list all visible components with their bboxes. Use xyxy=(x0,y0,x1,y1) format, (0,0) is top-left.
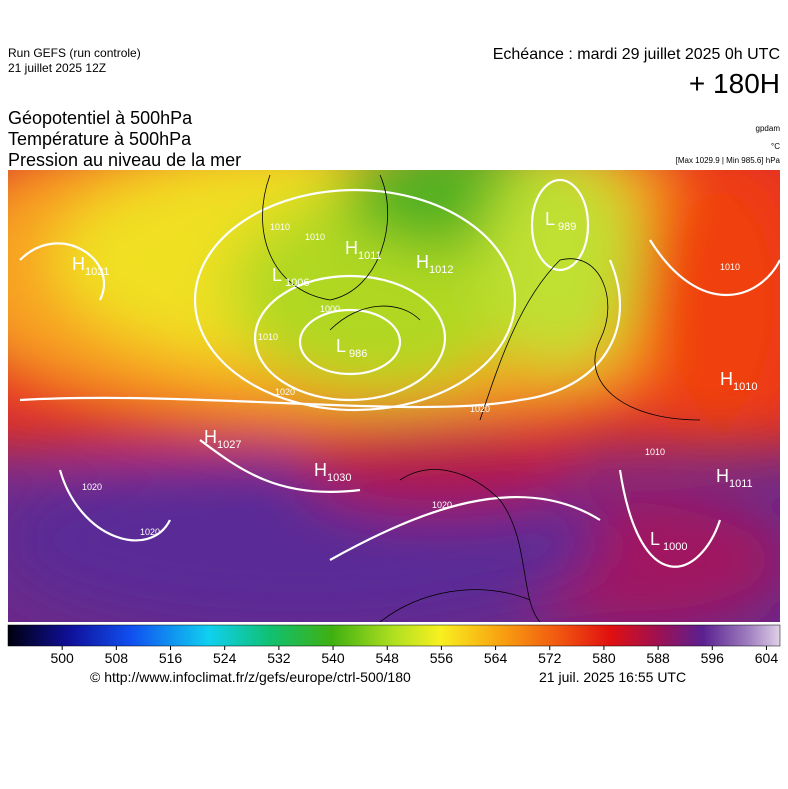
center-value: 1010 xyxy=(733,381,757,393)
colorbar-tick-label: 596 xyxy=(701,650,725,666)
center-letter: H xyxy=(345,238,358,258)
center-letter: H xyxy=(204,427,217,447)
isobar-label: 1010 xyxy=(258,332,278,342)
center-letter: H xyxy=(72,254,85,274)
colorbar-tick-label: 508 xyxy=(105,650,129,666)
colorbar-tick-label: 556 xyxy=(430,650,454,666)
unit: °C xyxy=(771,142,780,151)
center-letter: L xyxy=(545,209,555,229)
echeance: Echéance : mardi 29 juillet 2025 0h UTC xyxy=(492,46,780,63)
colorbar-tick-label: 588 xyxy=(646,650,670,666)
center-letter: L xyxy=(650,529,660,549)
unit: gpdam xyxy=(755,124,780,133)
isobar-label: 1000 xyxy=(320,304,340,314)
colorbar-tick-label: 548 xyxy=(376,650,400,666)
run-name: Run GEFS (run controle) xyxy=(8,46,141,60)
center-letter: H xyxy=(416,252,429,272)
source: © http://www.infoclimat.fr/z/gefs/europe… xyxy=(90,669,411,685)
colorbar-tick-label: 572 xyxy=(538,650,562,666)
field xyxy=(8,170,780,622)
colorbar-tick-label: 532 xyxy=(267,650,291,666)
center-value: 1006 xyxy=(285,277,309,289)
colorbar-tick-label: 516 xyxy=(159,650,183,666)
center-letter: H xyxy=(314,460,327,480)
title: Pression au niveau de la mer xyxy=(8,150,242,170)
center-value: 1012 xyxy=(429,264,453,276)
isobar-label: 1010 xyxy=(645,447,665,457)
center-value: 989 xyxy=(558,221,576,233)
colorbar-tick-label: 580 xyxy=(592,650,616,666)
center-value: 1000 xyxy=(663,541,687,553)
title: Température à 500hPa xyxy=(8,129,192,149)
center-value: 1021 xyxy=(85,266,109,278)
center-value: 1011 xyxy=(358,250,382,262)
center-letter: L xyxy=(336,336,346,356)
colorbar-tick-label: 524 xyxy=(213,650,237,666)
center-letter: L xyxy=(272,265,282,285)
colorbar-tick-label: 604 xyxy=(755,650,779,666)
isobar-label: 1020 xyxy=(470,404,490,414)
isobar-label: 1010 xyxy=(270,222,290,232)
center-value: 1011 xyxy=(729,478,753,490)
isobar-label: 1020 xyxy=(275,387,295,397)
colorbar xyxy=(7,624,781,647)
colorbar-tick-label: 540 xyxy=(321,650,345,666)
center-value: 1027 xyxy=(217,439,241,451)
isobar-label: 1010 xyxy=(305,232,325,242)
run-date: 21 juillet 2025 12Z xyxy=(8,61,107,75)
isobar-label: 1020 xyxy=(140,527,160,537)
title: Géopotentiel à 500hPa xyxy=(8,108,193,128)
center-value: 1030 xyxy=(327,472,351,484)
center-letter: H xyxy=(720,369,733,389)
lead-time: + 180H xyxy=(688,68,780,99)
isobar-label: 1020 xyxy=(82,482,102,492)
colorbar-tick-label: 564 xyxy=(484,650,508,666)
isobar-label: 1020 xyxy=(432,500,452,510)
center-letter: H xyxy=(716,466,729,486)
isobar-label: 1010 xyxy=(720,262,740,272)
timestamp: 21 juil. 2025 16:55 UTC xyxy=(539,669,687,685)
unit: [Max 1029.9 | Min 985.6] hPa xyxy=(675,156,780,165)
center-value: 986 xyxy=(349,348,367,360)
colorbar-tick-label: 500 xyxy=(50,650,74,666)
